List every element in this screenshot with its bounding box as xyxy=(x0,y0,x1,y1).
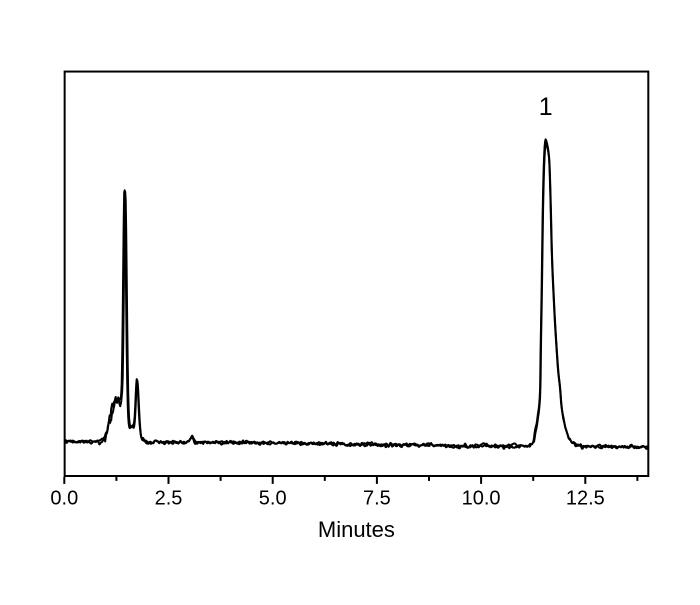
svg-text:5.0: 5.0 xyxy=(259,488,287,510)
svg-text:2.5: 2.5 xyxy=(155,488,183,510)
svg-text:12.5: 12.5 xyxy=(566,488,605,510)
svg-text:0.0: 0.0 xyxy=(50,488,78,510)
svg-text:7.5: 7.5 xyxy=(363,488,391,510)
svg-text:10.0: 10.0 xyxy=(462,488,501,510)
svg-text:Minutes: Minutes xyxy=(318,517,395,542)
svg-text:1: 1 xyxy=(539,93,553,121)
